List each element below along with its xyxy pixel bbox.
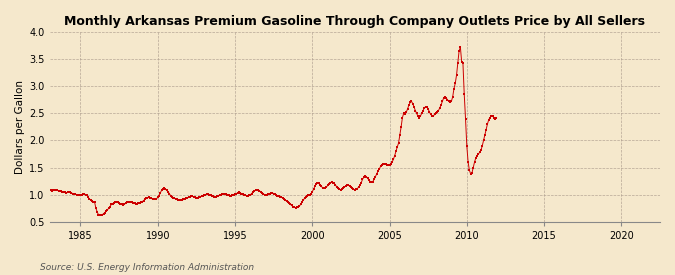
- Y-axis label: Dollars per Gallon: Dollars per Gallon: [15, 80, 25, 174]
- Text: Source: U.S. Energy Information Administration: Source: U.S. Energy Information Administ…: [40, 263, 254, 272]
- Title: Monthly Arkansas Premium Gasoline Through Company Outlets Price by All Sellers: Monthly Arkansas Premium Gasoline Throug…: [64, 15, 645, 28]
